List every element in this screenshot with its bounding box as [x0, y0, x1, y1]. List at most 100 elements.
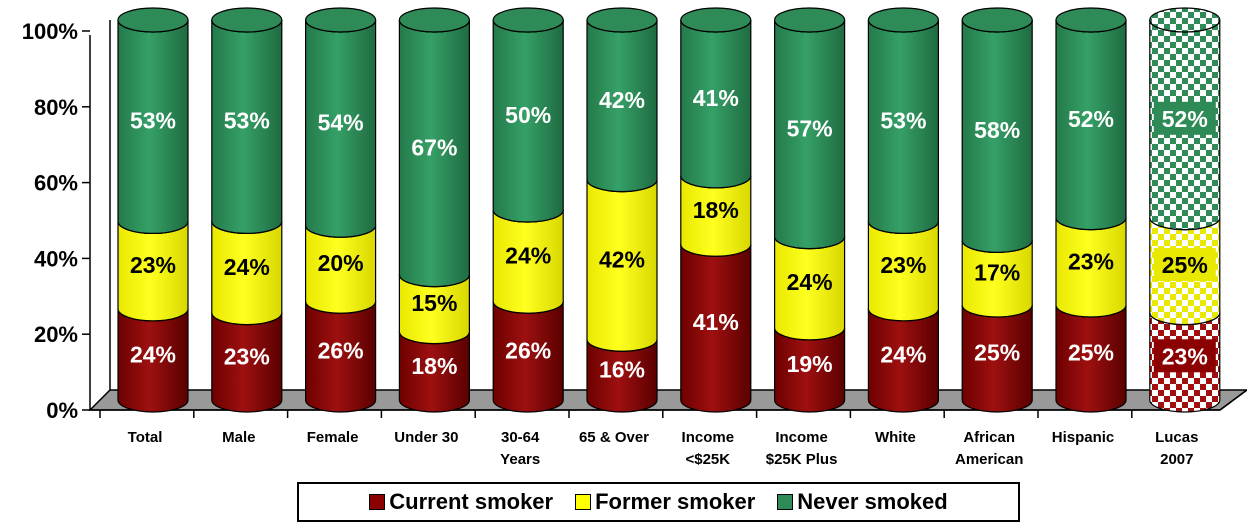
bar-top-cap	[398, 7, 470, 33]
data-label: 23%	[224, 343, 270, 369]
y-tick-label: 40%	[34, 246, 78, 271]
floor-right-edge	[1219, 389, 1247, 411]
bar-top-cap	[773, 7, 846, 33]
legend-swatch-current	[369, 494, 386, 510]
x-tick-label: 2007	[1160, 451, 1193, 468]
legend-item-current: Current smoker	[369, 489, 553, 515]
x-tick-label: 65 & Over	[579, 429, 649, 446]
bar-female: 26% 20% 54%	[305, 7, 377, 413]
bar-top-cap	[1055, 7, 1127, 33]
legend-label-current: Current smoker	[389, 489, 554, 514]
bar-top-cap	[1149, 7, 1221, 33]
bar-male: 23% 24% 53%	[211, 7, 283, 413]
data-label: 42%	[599, 87, 645, 113]
bar-top-cap	[492, 7, 564, 33]
data-label: 24%	[224, 254, 270, 280]
data-label: 26%	[505, 338, 551, 364]
y-tick-label: 80%	[34, 95, 78, 120]
y-tick-label: 60%	[34, 171, 78, 196]
bar-30-64-years: 26% 24% 50%	[492, 7, 564, 413]
bar-top-cap	[867, 7, 940, 33]
bar-lucas-2007: 23% 25% 52%	[1149, 7, 1221, 413]
bar-top-cap	[586, 7, 658, 33]
bar-income-25k-plus: 19% 24% 57%	[773, 7, 846, 413]
x-tick-label: Years	[500, 451, 540, 468]
data-label-box	[1153, 101, 1216, 135]
bar-65-over: 16% 42% 42%	[586, 7, 658, 413]
y-tick-label: 20%	[34, 322, 78, 347]
data-label: 17%	[974, 260, 1020, 286]
y-tick-label: 0%	[46, 398, 78, 423]
data-label: 20%	[318, 250, 364, 276]
data-label: 24%	[787, 269, 833, 295]
data-label-box	[1153, 248, 1216, 282]
data-label: 16%	[599, 357, 645, 383]
x-axis: Total Male Female Under 30 30-64 Years 65 & Ov…	[99, 410, 1198, 468]
data-label: 41%	[693, 85, 739, 111]
legend-item-never: Never smoked	[777, 489, 948, 515]
x-tick-label: <$25K	[685, 451, 730, 468]
data-label: 24%	[505, 243, 551, 269]
data-label: 26%	[318, 338, 364, 364]
data-label: 52%	[1068, 106, 1114, 132]
bar-white: 24% 23% 53%	[867, 7, 940, 413]
x-tick-label: Under 30	[394, 429, 458, 446]
x-tick-label: Female	[307, 429, 359, 446]
data-label: 52%	[1162, 106, 1208, 132]
bar-african-american: 25% 17% 58%	[961, 7, 1033, 413]
bar-top-cap	[211, 7, 283, 33]
legend-item-former: Former smoker	[575, 489, 755, 515]
x-tick-label: African	[963, 429, 1015, 446]
data-label: 15%	[411, 290, 457, 316]
data-label: 25%	[974, 340, 1020, 366]
legend-label-never: Never smoked	[797, 489, 948, 514]
x-tick-label: Total	[128, 429, 163, 446]
x-tick-label: White	[875, 429, 916, 446]
data-label: 23%	[130, 252, 176, 278]
x-tick-label: 30-64	[501, 429, 540, 446]
data-label: 53%	[224, 108, 270, 134]
data-label: 25%	[1162, 252, 1208, 278]
data-label: 42%	[599, 246, 645, 272]
bar-hispanic: 25% 23% 52%	[1055, 7, 1127, 413]
data-label: 23%	[880, 252, 926, 278]
legend-label-former: Former smoker	[595, 489, 756, 514]
legend: Current smoker Former smoker Never smoke…	[297, 482, 1020, 522]
data-label: 53%	[130, 108, 176, 134]
data-label: 41%	[693, 309, 739, 335]
x-tick-label: Lucas	[1155, 429, 1198, 446]
bar-top-cap	[117, 7, 189, 33]
bar-income-25k: 41% 18% 41%	[680, 7, 752, 413]
data-label: 24%	[880, 341, 926, 367]
bars: 24%23%53%23%24%53%26%20%54%18%15%67%26%2…	[117, 7, 1221, 413]
bar-top-cap	[305, 7, 377, 33]
bar-top-cap	[680, 7, 752, 33]
data-label: 58%	[974, 117, 1020, 143]
data-label: 18%	[693, 197, 739, 223]
bar-top-cap	[961, 7, 1033, 33]
data-label: 23%	[1162, 343, 1208, 369]
data-label: 50%	[505, 102, 551, 128]
data-label: 53%	[880, 108, 926, 134]
data-label: 18%	[411, 353, 457, 379]
x-tick-label: Male	[222, 429, 255, 446]
data-label: 54%	[318, 110, 364, 136]
data-label: 24%	[130, 341, 176, 367]
x-tick-label: Hispanic	[1052, 429, 1115, 446]
x-tick-label: American	[955, 451, 1023, 468]
data-label: 67%	[411, 134, 457, 160]
data-label: 23%	[1068, 248, 1114, 274]
data-label: 57%	[787, 115, 833, 141]
y-axis: 0% 20% 40% 60% 80% 100%	[22, 19, 90, 423]
data-label-box	[1153, 339, 1216, 373]
x-tick-label: Income	[775, 429, 828, 446]
legend-swatch-former	[575, 494, 592, 510]
y-tick-label: 100%	[22, 19, 78, 44]
x-tick-label: $25K Plus	[766, 451, 838, 468]
data-label: 19%	[787, 351, 833, 377]
x-tick-label: Income	[682, 429, 735, 446]
legend-swatch-never	[777, 494, 794, 510]
bar-total: 24% 23% 53%	[117, 7, 189, 413]
data-label: 25%	[1068, 340, 1114, 366]
